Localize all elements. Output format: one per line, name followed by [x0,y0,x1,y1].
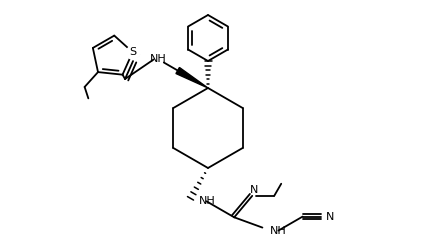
Polygon shape [176,67,208,88]
Text: N: N [326,212,334,222]
Text: NH: NH [269,226,286,236]
Text: N: N [250,185,258,195]
Text: NH: NH [198,196,215,206]
Text: S: S [129,47,136,57]
Text: O: O [132,50,141,60]
Text: NH: NH [150,55,167,64]
